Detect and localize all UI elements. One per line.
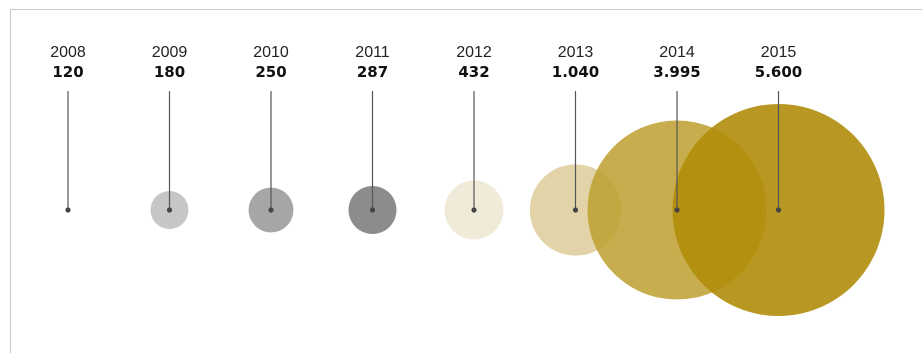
center-dot-2011 — [369, 207, 376, 213]
year-label-2011: 2011 — [355, 44, 390, 61]
value-label-2013: 1.040 — [552, 63, 599, 81]
value-label-2014: 3.995 — [653, 63, 700, 81]
labels-layer: 2008 120 2009 180 2010 250 2011 287 2012 432 2013 1… — [50, 44, 802, 81]
value-label-2015: 5.600 — [755, 63, 802, 81]
center-dot-2015 — [775, 207, 782, 213]
center-dot-2008 — [65, 207, 71, 213]
value-label-2008: 120 — [52, 63, 83, 81]
value-label-2009: 180 — [154, 63, 185, 81]
stems-layer — [65, 91, 782, 213]
year-label-2013: 2013 — [558, 44, 594, 61]
year-label-2009: 2009 — [152, 44, 188, 61]
year-label-2010: 2010 — [253, 44, 289, 61]
bubbles-layer — [150, 104, 885, 316]
center-dot-2014 — [674, 207, 680, 213]
year-label-2015: 2015 — [761, 44, 797, 61]
value-label-2010: 250 — [255, 63, 286, 81]
center-dot-2012 — [471, 207, 477, 213]
center-dot-2013 — [572, 207, 579, 213]
year-label-2008: 2008 — [50, 44, 86, 61]
value-label-2012: 432 — [458, 63, 489, 81]
value-label-2011: 287 — [357, 63, 388, 81]
year-label-2012: 2012 — [456, 44, 492, 61]
center-dot-2009 — [166, 207, 173, 213]
center-dot-2010 — [268, 207, 274, 213]
year-label-2014: 2014 — [659, 44, 695, 61]
